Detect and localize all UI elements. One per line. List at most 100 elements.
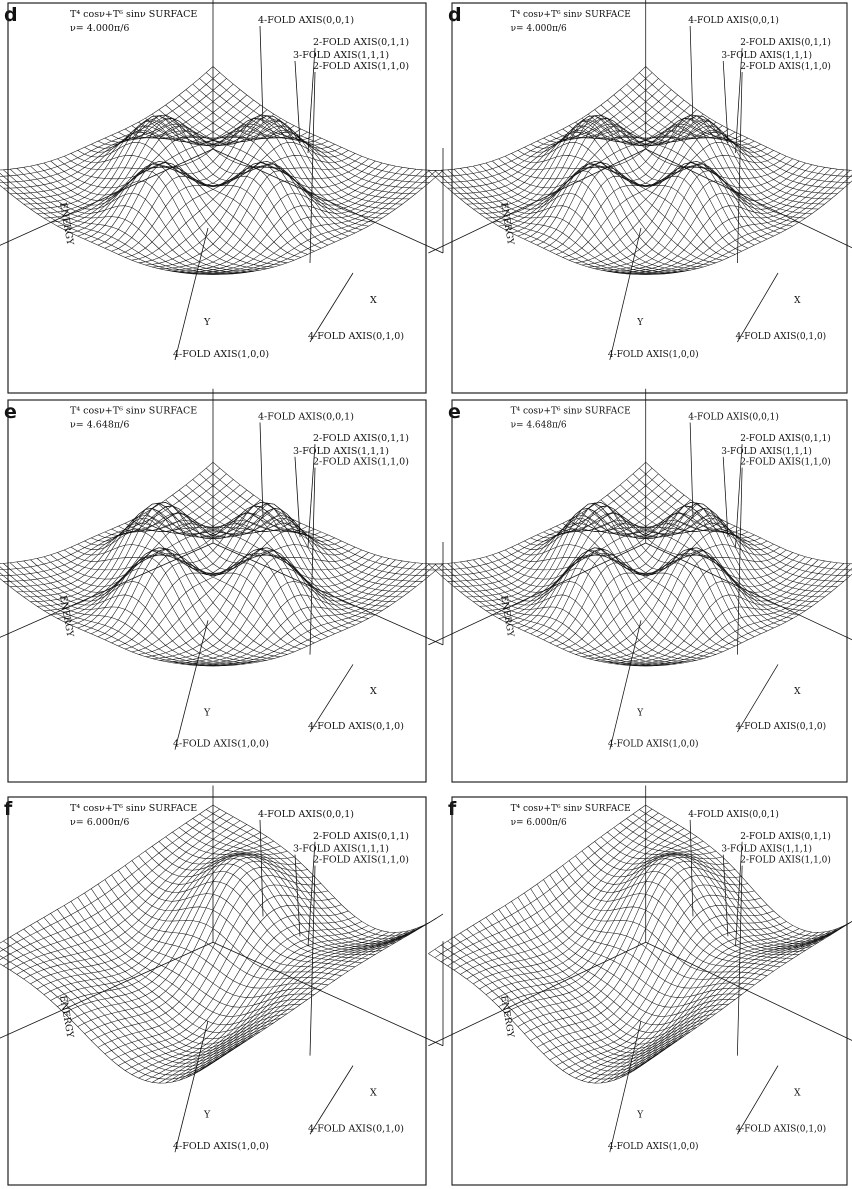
surface-mesh — [499, 122, 716, 226]
axis-annotation: 4-FOLD AXIS(0,1,0) — [735, 1123, 826, 1134]
axis-annotation: 4-FOLD AXIS(1,0,0) — [608, 349, 699, 360]
panel-nu: ν= 4.648π/6 — [511, 420, 567, 430]
surface-mesh — [588, 114, 805, 218]
surface-mesh — [3, 817, 233, 966]
surface-mesh — [0, 813, 227, 962]
panel-title: T⁴ cosν+T⁶ sinν SURFACE — [511, 407, 631, 417]
energy-label: ENERGY — [57, 595, 76, 639]
surface-mesh — [428, 67, 645, 171]
axis-annotation: 4-FOLD AXIS(0,0,1) — [258, 15, 354, 26]
axis-annotation: 2-FOLD AXIS(1,1,0) — [313, 457, 409, 468]
panel-label: d — [4, 4, 18, 26]
panel-label: e — [448, 401, 461, 423]
panel: T⁴ cosν+T⁶ sinν SURFACE ν= 4.648π/6 4-FOLD… — [428, 389, 852, 782]
surface-mesh — [614, 931, 831, 1081]
surface-mesh — [30, 832, 260, 983]
axis-annotation: 4-FOLD AXIS(0,0,1) — [258, 412, 354, 423]
panel: T⁴ cosν+T⁶ sinν SURFACEν= 6.000π/64-FOLD… — [428, 786, 852, 1185]
leader-line — [690, 26, 693, 123]
surface-mesh — [486, 502, 703, 610]
surface-mesh — [44, 502, 274, 610]
surface-mesh — [152, 163, 382, 267]
surface-mesh — [0, 945, 227, 1075]
surface-mesh — [575, 549, 792, 654]
axis-annotation: 2-FOLD AXIS(0,1,1) — [740, 831, 831, 842]
leader-line — [260, 423, 263, 518]
axis-annotation: 3-FOLD AXIS(1,1,1) — [721, 50, 812, 61]
surface-mesh — [499, 159, 716, 263]
leader-line — [175, 620, 208, 749]
surface-mesh — [486, 841, 703, 994]
leader-line — [260, 820, 263, 917]
surface-mesh — [0, 171, 213, 275]
panel: T⁴ cosν+T⁶ sinν SURFACEν= 4.648π/64-FOLD… — [0, 389, 443, 782]
axis-annotation: 4-FOLD AXIS(0,1,0) — [735, 721, 826, 732]
surface-mesh — [486, 114, 703, 218]
surface-mesh — [152, 114, 382, 218]
surface-mesh — [0, 474, 227, 576]
surface-mesh — [448, 941, 665, 1071]
surface-mesh — [0, 954, 213, 1084]
surface-mesh — [646, 564, 852, 666]
figure: d T⁴ cosν+T⁶ sinν SURFACE ν= 4.000π/6 4-FOL… — [0, 0, 852, 1189]
surface-mesh — [152, 502, 382, 610]
surface-mesh — [575, 159, 792, 263]
leader-line — [690, 820, 693, 917]
surface-mesh — [569, 861, 786, 963]
x-axis-label: X — [794, 687, 801, 697]
axis-annotation: 2-FOLD AXIS(0,1,1) — [313, 831, 409, 842]
surface-mesh — [44, 917, 274, 1048]
x-axis-label: X — [370, 686, 377, 697]
surface-mesh — [569, 921, 786, 1074]
surface-mesh — [57, 159, 287, 263]
surface-mesh — [575, 925, 792, 1078]
surface-mesh — [179, 931, 409, 1081]
surface-mesh — [139, 925, 369, 1078]
axis-annotation: 4-FOLD AXIS(0,1,0) — [308, 331, 404, 342]
surface-mesh — [132, 921, 362, 1074]
axis-line — [428, 543, 645, 645]
surface-mesh — [172, 932, 402, 1082]
axis-annotation: 3-FOLD AXIS(1,1,1) — [293, 446, 389, 457]
surface-mesh — [556, 911, 773, 1066]
leader-line — [610, 228, 641, 360]
surface-mesh — [206, 468, 436, 570]
surface-mesh — [467, 828, 684, 979]
axis-annotation: 2-FOLD AXIS(1,1,0) — [740, 61, 831, 72]
axis-annotation: 2-FOLD AXIS(0,1,1) — [740, 433, 831, 444]
surface-mesh — [193, 563, 423, 665]
surface-mesh — [85, 893, 315, 1007]
y-axis-label: Y — [636, 708, 644, 718]
surface-mesh — [44, 114, 274, 218]
surface-mesh — [105, 895, 335, 1054]
panel-nu: ν= 4.000π/6 — [511, 23, 567, 34]
surface-mesh — [486, 917, 703, 1048]
surface-mesh — [57, 851, 287, 1006]
surface-mesh — [524, 867, 741, 1033]
surface-mesh — [563, 917, 780, 1071]
surface-mesh — [428, 954, 645, 1084]
axis-annotation: 4-FOLD AXIS(0,0,1) — [688, 809, 779, 820]
energy-label: ENERGY — [498, 995, 516, 1040]
panel-title: T⁴ cosν+T⁶ sinν SURFACE — [511, 803, 631, 814]
surface-mesh — [118, 911, 348, 1066]
surface-mesh — [588, 502, 805, 610]
y-axis-label: Y — [636, 317, 644, 328]
surface-mesh — [3, 941, 233, 1071]
axis-annotation: 4-FOLD AXIS(0,1,0) — [735, 331, 826, 342]
axis-annotation: 4-FOLD AXIS(0,0,1) — [258, 809, 354, 820]
surface-mesh — [139, 122, 369, 226]
surface-mesh — [550, 905, 767, 1060]
panel-label: d — [448, 4, 462, 26]
axis-annotation: 4-FOLD AXIS(0,1,0) — [308, 721, 404, 732]
axis-annotation: 4-FOLD AXIS(1,0,0) — [608, 739, 699, 750]
panel-label: e — [4, 401, 17, 423]
surface-mesh — [607, 932, 824, 1082]
surface-mesh — [524, 893, 741, 1007]
panel-nu: ν= 4.000π/6 — [70, 23, 129, 34]
surface-mesh — [213, 805, 443, 932]
axis-annotation: 4-FOLD AXIS(1,0,0) — [173, 739, 269, 750]
surface-mesh — [24, 828, 254, 979]
surface-mesh — [588, 163, 805, 267]
surface-mesh — [125, 520, 355, 625]
